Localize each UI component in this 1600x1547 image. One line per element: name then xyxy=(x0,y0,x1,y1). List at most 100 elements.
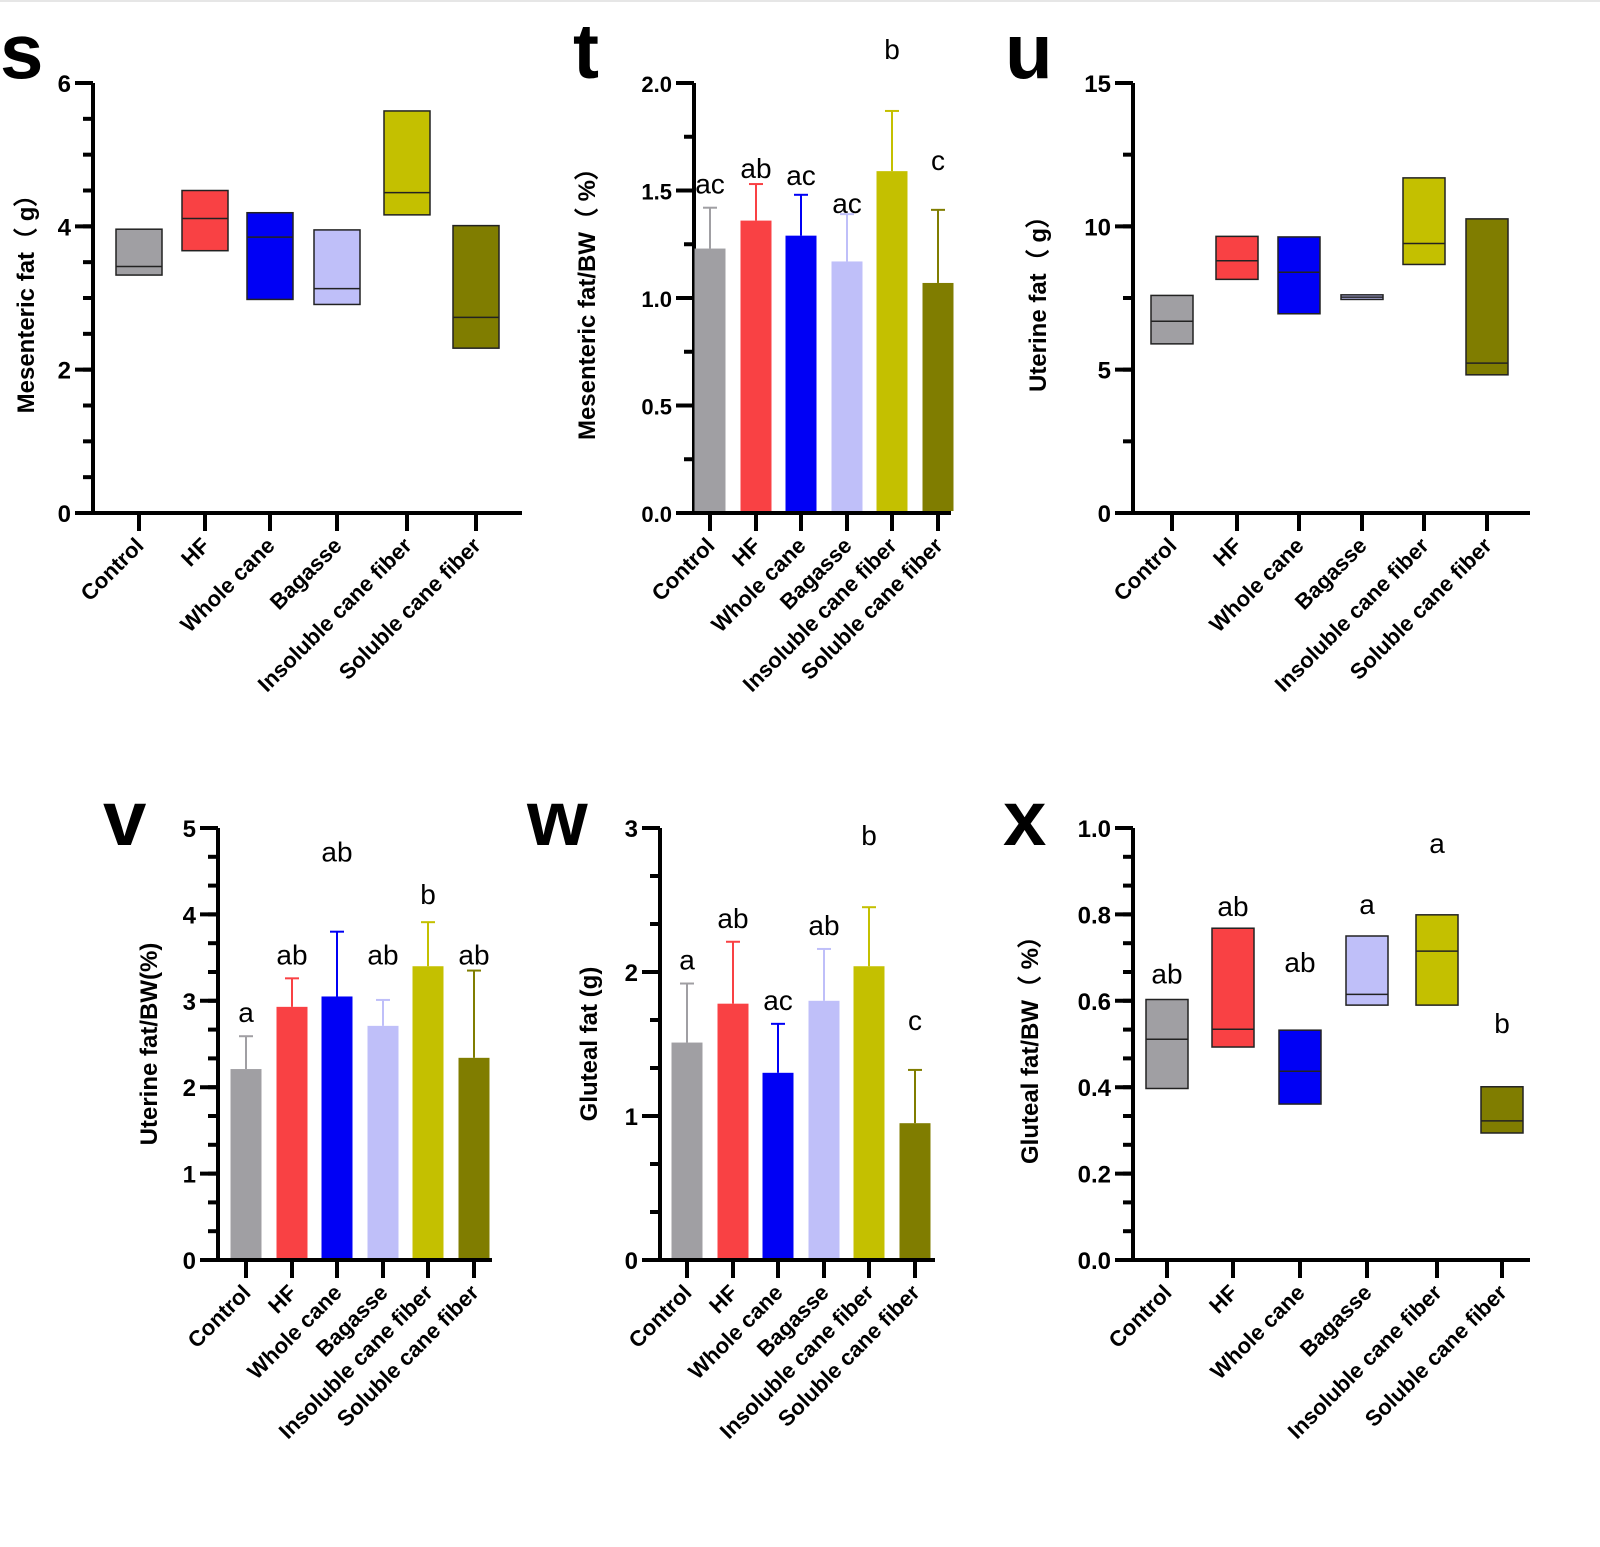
panel-letter: w xyxy=(526,774,588,862)
significance-label: ab xyxy=(717,903,748,934)
y-tick-label: 10 xyxy=(1084,214,1111,241)
bar xyxy=(230,1069,262,1258)
y-tick-label: 0.6 xyxy=(1078,989,1111,1016)
y-tick-label: 0.0 xyxy=(1078,1248,1111,1275)
significance-label: ab xyxy=(1151,959,1182,990)
bar xyxy=(412,966,444,1258)
y-axis-label: Gluteal fat (g) xyxy=(576,967,603,1122)
box xyxy=(383,110,431,216)
y-tick-label: 1.0 xyxy=(641,287,672,312)
y-axis-label: Mesenteric fat（ g） xyxy=(13,183,40,414)
y-tick-label: 0.4 xyxy=(1078,1075,1112,1102)
y-tick-label: 2 xyxy=(183,1075,196,1102)
bar xyxy=(694,248,726,512)
bar xyxy=(922,282,954,511)
bar xyxy=(808,1000,840,1258)
significance-label: a xyxy=(679,945,695,976)
significance-label: ac xyxy=(832,188,862,219)
box xyxy=(1211,927,1255,1048)
bar xyxy=(762,1072,794,1258)
significance-label: ab xyxy=(276,939,307,970)
significance-label: ab xyxy=(367,939,398,970)
bar xyxy=(899,1123,931,1258)
y-tick-label: 1.5 xyxy=(641,180,672,205)
x-category-label: Control xyxy=(183,1280,256,1353)
bar xyxy=(717,1003,749,1258)
box xyxy=(1465,218,1509,376)
significance-label: b xyxy=(420,879,436,910)
x-category-label: Control xyxy=(76,533,149,606)
x-category-label: Control xyxy=(1104,1280,1177,1353)
y-tick-label: 0 xyxy=(183,1248,196,1275)
y-tick-label: 1.0 xyxy=(1078,816,1111,843)
significance-label: b xyxy=(1494,1008,1510,1039)
top-border xyxy=(0,0,1600,2)
significance-label: b xyxy=(884,34,900,65)
significance-label: ab xyxy=(808,910,839,941)
panel-t: t 0.0 0.5 1.0 1.5 2.0 Mesenteric fat/BW（ %） Con… xyxy=(573,7,954,697)
y-tick-label: 0 xyxy=(1098,501,1111,528)
significance-label: a xyxy=(238,997,254,1028)
x-category-label: HF xyxy=(1204,1280,1242,1318)
box xyxy=(1215,235,1259,281)
y-tick-label: 4 xyxy=(58,214,72,241)
y-tick-label: 0.2 xyxy=(1078,1162,1111,1189)
y-tick-label: 0.0 xyxy=(641,502,672,527)
panel-letter: t xyxy=(573,7,599,95)
panel-x: x 0.0 0.2 0.4 0.6 0.8 1.0 Gluteal fat/BW（ %） Con… xyxy=(1003,774,1530,1444)
y-axis-label: Uterine fat/BW(%) xyxy=(136,943,163,1146)
box xyxy=(1402,177,1446,266)
box xyxy=(1145,998,1189,1090)
panel-letter: x xyxy=(1003,774,1046,862)
box xyxy=(246,211,294,301)
bar xyxy=(853,966,885,1258)
y-tick-label: 0 xyxy=(58,501,71,528)
y-tick-label: 4 xyxy=(183,902,197,929)
significance-label: a xyxy=(1429,828,1445,859)
panel-letter: u xyxy=(1005,7,1053,95)
panel-letter: v xyxy=(103,774,147,862)
box xyxy=(1150,294,1194,345)
significance-label: ac xyxy=(763,985,793,1016)
significance-label: ab xyxy=(321,837,352,868)
box xyxy=(1480,1086,1524,1134)
y-tick-label: 5 xyxy=(1098,358,1111,385)
box xyxy=(115,228,163,276)
significance-label: ab xyxy=(458,939,489,970)
y-axis-label: Mesenteric fat/BW（ %） xyxy=(574,156,601,440)
y-tick-label: 0.8 xyxy=(1078,902,1111,929)
bar xyxy=(458,1057,490,1258)
y-tick-label: 0.5 xyxy=(641,395,672,420)
significance-label: ac xyxy=(786,160,816,191)
y-tick-label: 2 xyxy=(625,960,638,987)
y-tick-label: 3 xyxy=(183,989,196,1016)
bar xyxy=(740,220,772,511)
x-category-label: Control xyxy=(624,1280,697,1353)
box xyxy=(452,224,500,349)
significance-label: c xyxy=(931,145,945,176)
x-category-label: Control xyxy=(1109,533,1182,606)
box xyxy=(181,189,229,252)
x-category-label: HF xyxy=(176,533,214,571)
y-tick-label: 15 xyxy=(1084,71,1111,98)
box xyxy=(313,229,361,306)
bar xyxy=(876,171,908,511)
significance-label: ab xyxy=(1284,947,1315,978)
y-tick-label: 6 xyxy=(58,71,71,98)
box xyxy=(1277,236,1321,315)
y-tick-label: 2.0 xyxy=(641,72,672,97)
bar xyxy=(785,235,817,511)
y-tick-label: 0 xyxy=(625,1248,638,1275)
significance-label: ab xyxy=(740,153,771,184)
bar xyxy=(671,1042,703,1258)
bar xyxy=(831,261,863,511)
box xyxy=(1278,1029,1322,1105)
bar xyxy=(321,996,353,1258)
bar xyxy=(276,1006,308,1258)
